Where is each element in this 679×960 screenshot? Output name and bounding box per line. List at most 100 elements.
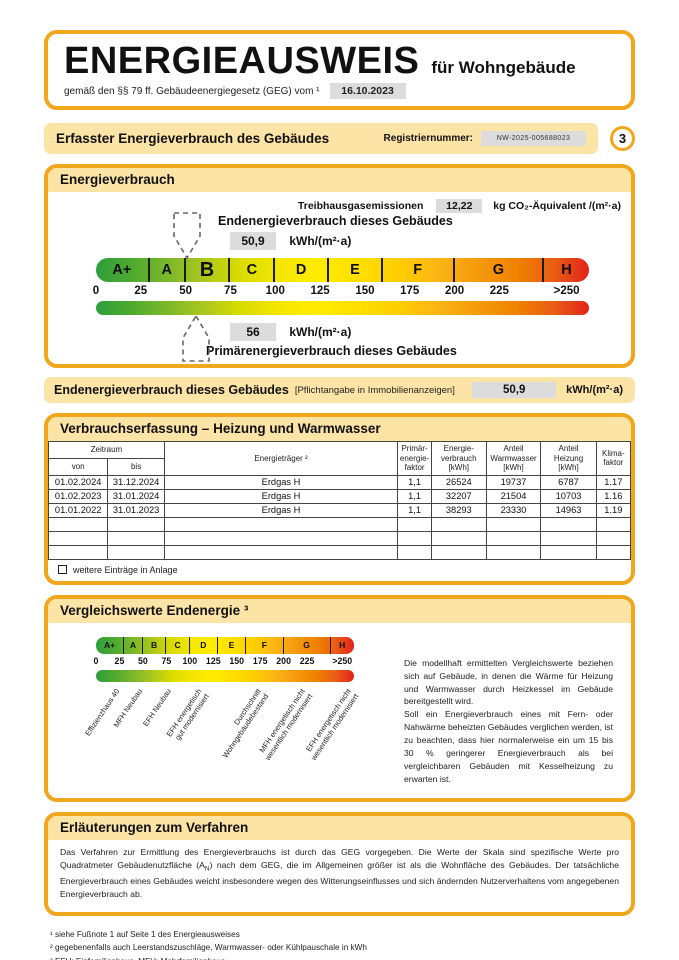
main-scale-gradient-strip [96, 301, 589, 315]
scale-tick: 175 [400, 285, 420, 297]
table-cell [430, 544, 487, 560]
header-primaerfaktor: Primär- energie- faktor [397, 441, 432, 476]
table-cell [107, 516, 165, 532]
summary-label: Endenergieverbrauch dieses Gebäudes [54, 383, 289, 397]
comparison-labels: Effizienzhaus 40 MFH Neubau EFH Neubau EFH … [83, 682, 361, 794]
table-cell [540, 544, 597, 560]
scale-tick: 125 [310, 285, 330, 297]
scale-class-A+: A+ [96, 636, 125, 654]
scale-class-F: F [246, 636, 284, 654]
primary-energy-unit: kWh/(m²·a) [289, 325, 352, 339]
table-cell: 21504 [485, 488, 542, 504]
primary-energy-label: Primärenergieverbrauch dieses Gebäudes [206, 344, 457, 358]
table-cell [48, 530, 109, 546]
comparison-scale-gradient-strip [96, 669, 354, 682]
table-cell [485, 516, 542, 532]
scale-tick: 150 [229, 655, 245, 666]
document-header: ENERGIEAUSWEIS für Wohngebäude gemäß den… [44, 30, 635, 110]
energy-panel-title: Energieverbrauch [48, 168, 631, 192]
scale-class-A: A [124, 636, 143, 654]
summary-value: 50,9 [472, 382, 557, 398]
table-row [48, 516, 631, 532]
scale-tick: 150 [355, 285, 375, 297]
table-cell [48, 544, 109, 560]
ghg-unit: kg CO₂-Äquivalent /(m²·a) [493, 200, 621, 212]
table-cell: Erdgas H [163, 488, 399, 504]
table-row [48, 544, 631, 560]
document-title: ENERGIEAUSWEIS [64, 40, 420, 82]
final-energy-label: Endenergieverbrauch dieses Gebäudes [218, 214, 453, 228]
consumption-table-panel: Verbrauchserfassung – Heizung und Warmwa… [44, 413, 635, 585]
explanations-text-subscript: N [204, 865, 210, 873]
table-cell [430, 530, 487, 546]
table-cell: 1.16 [595, 488, 631, 504]
ghg-label: Treibhausgasemissionen [297, 200, 424, 212]
comparison-label: EFH Neubau [140, 686, 173, 728]
table-cell: 10703 [540, 488, 597, 504]
table-cell: 1.19 [595, 502, 631, 518]
table-cell: Erdgas H [163, 502, 399, 518]
page-number-badge: 3 [610, 126, 635, 151]
header-title-row: ENERGIEAUSWEIS für Wohngebäude [64, 42, 617, 80]
table-cell [540, 530, 597, 546]
scale-tick: 50 [179, 285, 193, 297]
registry-number-label: Registriernummer: [383, 133, 473, 144]
explanations-text: Das Verfahren zur Ermittlung des Energie… [48, 840, 631, 912]
scale-class-F: F [383, 258, 455, 282]
table-cell: 6787 [540, 474, 597, 490]
table-cell: 38293 [430, 502, 487, 518]
checkbox-icon[interactable] [58, 565, 67, 575]
table-cell [595, 544, 631, 560]
summary-note: [Pflichtangabe in Immobilienanzeigen] [294, 384, 455, 396]
main-scale-ticks: 0 25 50 75 100 125 150 175 200 225 >250 [93, 285, 589, 300]
scale-class-G: G [455, 258, 545, 282]
scale-tick: >250 [553, 285, 580, 297]
ghg-emissions-line: Treibhausgasemissionen 12,22 kg CO₂-Äqui… [48, 196, 631, 213]
table-cell: Erdgas H [163, 474, 399, 490]
scale-class-B: B [143, 636, 167, 654]
primary-energy-value: 56 [230, 323, 276, 341]
comparison-body: A+ A B C D E F G H 0 25 50 75 100 125 150 175 200 225 >250… [48, 623, 631, 798]
final-energy-unit: kWh/(m²·a) [289, 234, 352, 248]
table-cell: 31.01.2024 [107, 488, 165, 504]
scale-tick: 125 [205, 655, 221, 666]
table-cell: 23330 [485, 502, 542, 518]
energy-class-scale: A+ A B C D E F G H 0 25 50 75 100 125 150 175 200 225 >250 [93, 212, 589, 362]
table-cell [163, 544, 399, 560]
scale-tick: 75 [224, 285, 237, 297]
table-cell: 31.01.2023 [107, 502, 165, 518]
registry-number-value: NW-2025-005688023 [481, 131, 586, 146]
table-cell: 01.02.2023 [48, 488, 109, 504]
more-entries-checkbox-row[interactable]: weitere Einträge in Anlage [48, 560, 631, 581]
footnote: ³ EFH: Einfamilienhaus, MFH: Mehrfamilie… [50, 955, 631, 960]
footnote: ¹ siehe Fußnote 1 auf Seite 1 des Energi… [50, 929, 240, 939]
scale-tick: 225 [299, 655, 315, 666]
section-header-bar: Erfasster Energieverbrauch des Gebäudes … [44, 123, 598, 154]
checkbox-label: weitere Einträge in Anlage [73, 564, 178, 575]
scale-tick: 100 [265, 285, 285, 297]
header-verbrauch: Energie- verbrauch [kWh] [430, 441, 487, 476]
footnote: ² gegebenenfalls auch Leerstandszuschläg… [50, 943, 367, 953]
table-cell: 01.01.2022 [48, 502, 109, 518]
explanations-text-pre: Das Verfahren zur Ermittlung des Energie… [60, 846, 619, 871]
energy-consumption-panel: Energieverbrauch Treibhausgasemissionen … [44, 164, 635, 368]
table-cell [397, 516, 432, 532]
scale-tick: 75 [161, 655, 172, 666]
scale-tick: 0 [93, 655, 99, 666]
table-cell [397, 530, 432, 546]
scale-class-H: H [339, 640, 346, 651]
ghg-value: 12,22 [436, 199, 483, 213]
table-cell [163, 530, 399, 546]
primary-energy-value-line: 56 kWh/(m²·a) [230, 323, 631, 341]
summary-unit: kWh/(m²·a) [566, 384, 623, 396]
table-row: 01.02.2023 31.01.2024 Erdgas H 1,1 32207 2150… [48, 488, 631, 504]
issue-date-value: 16.10.2023 [329, 83, 406, 99]
comparison-class-scale: A+ A B C D E F G H 0 25 50 75 100 125 150 175 200 225 >250 [93, 636, 354, 682]
explanations-text-post: ) nach dem GEG, die im Allgemeinen größe… [60, 860, 619, 900]
comparison-scale-ticks: 0 25 50 75 100 125 150 175 200 225 >250 [93, 655, 354, 668]
final-energy-value: 50,9 [230, 232, 276, 250]
table-cell [48, 516, 109, 532]
law-reference-text: gemäß den §§ 79 ff. Gebäudeenergiegesetz… [64, 85, 320, 97]
table-cell: 1.17 [595, 474, 631, 490]
